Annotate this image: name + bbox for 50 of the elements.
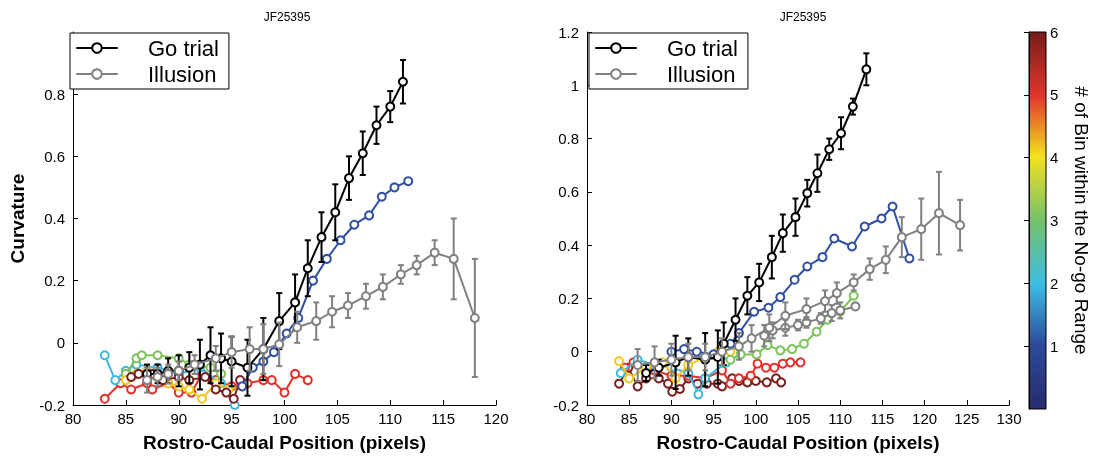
x-tick-label: 130 bbox=[996, 410, 1022, 427]
x-tick-label: 80 bbox=[64, 410, 82, 427]
y-tick-label: 1 bbox=[570, 76, 579, 94]
x-tick-label: 100 bbox=[271, 410, 298, 427]
color-bar-label: 1 bbox=[1050, 337, 1059, 355]
color-bar-title: # of Bin within the No-go Range bbox=[1071, 86, 1092, 355]
x-tick-label: 120 bbox=[483, 410, 509, 427]
legend-label: Illusion bbox=[148, 61, 217, 87]
y-tick-label: -0.2 bbox=[553, 396, 579, 414]
x-tick-label: 85 bbox=[117, 410, 135, 427]
x-tick-label: 105 bbox=[324, 410, 350, 427]
y-tick-label: 0.6 bbox=[558, 183, 579, 201]
x-tick-label: 120 bbox=[912, 410, 938, 427]
y-tick-label: 0.8 bbox=[558, 130, 579, 148]
y-axis-title: Curvature bbox=[7, 173, 28, 264]
color-bar-label: 2 bbox=[1050, 274, 1059, 292]
x-axis-title: Rostro-Caudal Position (pixels) bbox=[143, 432, 426, 453]
x-tick-label: 115 bbox=[870, 410, 895, 427]
y-tick-label: 0.4 bbox=[44, 210, 65, 227]
chart-title: JF25395 bbox=[779, 10, 827, 24]
y-tick-label: 0.6 bbox=[44, 147, 65, 165]
y-tick-label: 1.2 bbox=[558, 23, 579, 41]
x-tick-label: 95 bbox=[705, 410, 722, 427]
x-tick-label: 115 bbox=[431, 410, 456, 427]
color-bar-label: 4 bbox=[1050, 149, 1059, 167]
y-tick-label: 0.8 bbox=[44, 85, 65, 103]
x-tick-label: 110 bbox=[828, 410, 853, 427]
x-tick-label: 95 bbox=[223, 410, 240, 427]
x-axis-title: Rostro-Caudal Position (pixels) bbox=[656, 432, 940, 453]
x-tick-label: 110 bbox=[378, 410, 403, 427]
color-bar-label: 6 bbox=[1050, 23, 1059, 41]
x-tick-label: 90 bbox=[170, 410, 188, 427]
x-tick-label: 105 bbox=[785, 410, 811, 427]
y-tick-label: 0.4 bbox=[558, 236, 579, 254]
legend-label: Go trial bbox=[667, 35, 738, 61]
x-tick-label: 125 bbox=[954, 410, 980, 427]
color-bar-label: 3 bbox=[1050, 212, 1059, 229]
x-tick-label: 90 bbox=[663, 410, 680, 427]
x-tick-label: 100 bbox=[743, 410, 769, 427]
y-tick-label: 0 bbox=[56, 334, 65, 352]
chart-title: JF25395 bbox=[263, 10, 311, 24]
color-bar-label: 5 bbox=[1050, 86, 1059, 104]
y-tick-label: 0.2 bbox=[558, 289, 579, 307]
legend-label: Illusion bbox=[667, 61, 736, 87]
y-tick-label: 0.2 bbox=[44, 272, 65, 290]
legend-label: Go trial bbox=[148, 35, 219, 61]
x-tick-label: 80 bbox=[578, 410, 596, 427]
y-tick-label: 0 bbox=[570, 343, 579, 361]
x-tick-label: 85 bbox=[620, 410, 638, 427]
y-tick-label: -0.2 bbox=[39, 396, 65, 414]
